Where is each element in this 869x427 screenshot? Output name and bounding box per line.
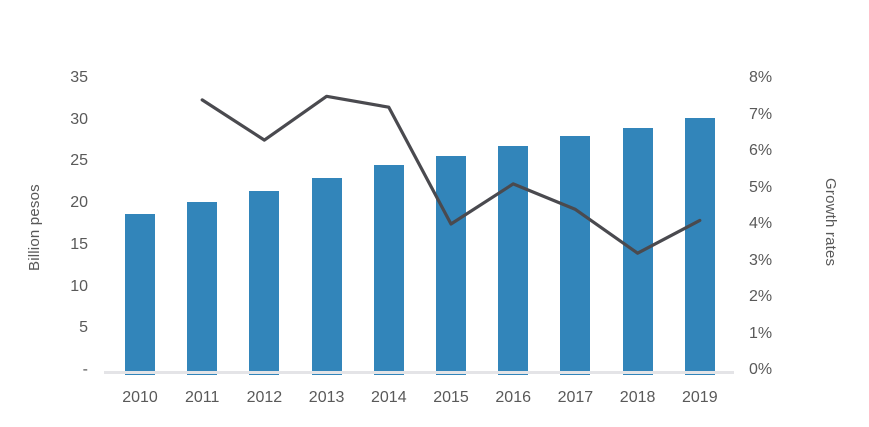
right-axis-tick: 7% (749, 105, 773, 123)
x-axis-label-2013: 2013 (308, 389, 345, 406)
left-axis-tick: 5 (79, 319, 88, 337)
x-axis-label-2012: 2012 (246, 389, 283, 406)
right-axis-tick: 6% (749, 142, 773, 159)
x-axis-label-2014: 2014 (371, 389, 407, 406)
left-axis-tick: 15 (70, 235, 88, 253)
right-axis-tick: 2% (749, 288, 773, 305)
left-axis-tick: 10 (70, 277, 88, 295)
right-axis-tick: 1% (749, 324, 773, 342)
right-axis-tick: 5% (749, 178, 773, 196)
right-axis-tick: 0% (749, 361, 773, 378)
bar-2019 (684, 118, 715, 375)
bar-2014 (373, 164, 404, 375)
x-axis-label-2011: 2011 (184, 389, 220, 406)
left-axis-tick: 35 (70, 69, 88, 86)
left-axis-tick: - (82, 361, 88, 378)
bar-2018 (622, 128, 653, 375)
left-axis-tick: 30 (70, 110, 88, 128)
left-axis-tick: 20 (70, 194, 88, 212)
bar-2011 (187, 202, 218, 375)
right-axis-tick: 4% (749, 215, 773, 232)
right-axis-tick: 8% (749, 69, 773, 86)
x-axis-label-2010: 2010 (122, 389, 158, 406)
bar-2013 (311, 178, 342, 375)
bar-2015 (436, 156, 466, 375)
right-axis-tick: 3% (749, 251, 773, 269)
left-axis-tick: 25 (70, 152, 88, 170)
left-axis-title: Billion pesos (26, 184, 43, 272)
x-axis-label-2018: 2018 (619, 389, 656, 406)
bar-2012 (249, 191, 280, 375)
x-axis-label-2016: 2016 (495, 389, 531, 406)
right-axis-title: Growth rates (822, 177, 839, 267)
bar-2016 (498, 145, 529, 375)
x-axis-line (104, 371, 734, 374)
x-axis-label-2019: 2019 (682, 389, 718, 406)
x-axis-label-2017: 2017 (557, 389, 594, 406)
x-axis-label-2015: 2015 (433, 389, 469, 406)
bar-2010 (125, 213, 155, 375)
bar-2017 (560, 135, 591, 375)
